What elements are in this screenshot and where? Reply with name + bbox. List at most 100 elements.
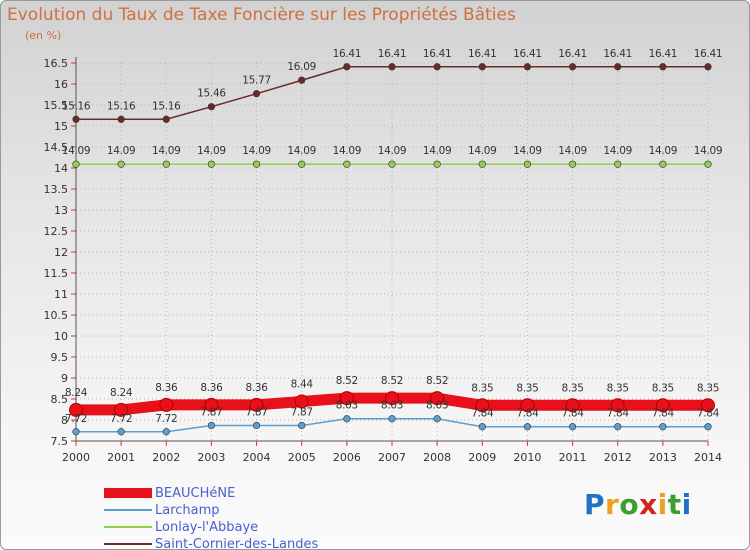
data-point: [433, 160, 441, 168]
data-point: [430, 391, 445, 406]
data-label: 7.87: [245, 406, 267, 418]
data-point: [72, 115, 80, 123]
x-tick-label: 2010: [513, 451, 541, 464]
data-label: 14.09: [378, 145, 407, 157]
proxiti-logo: Proxiti: [584, 488, 692, 521]
data-label: 8.36: [155, 382, 178, 394]
data-point: [523, 160, 532, 168]
data-point: [298, 160, 306, 168]
data-label: 15.46: [197, 88, 226, 100]
data-point: [704, 63, 712, 71]
legend-item-larchamp: Larchamp: [104, 502, 384, 519]
data-label: 8.24: [110, 387, 133, 399]
data-label: 7.72: [110, 413, 132, 425]
data-point: [114, 402, 129, 417]
data-point: [523, 423, 532, 431]
data-label: 8.35: [652, 382, 674, 394]
x-tick-label: 2014: [694, 451, 722, 464]
data-point: [204, 397, 219, 412]
data-point: [520, 398, 535, 413]
data-point: [610, 398, 625, 413]
y-tick-label: 8.5: [51, 393, 69, 406]
legend-swatch-larchamp: [104, 509, 152, 511]
data-label: 7.72: [155, 413, 177, 425]
data-point: [207, 421, 216, 430]
y-tick-label: 14: [54, 162, 68, 175]
y-tick-label: 10: [54, 330, 68, 343]
data-label: 8.35: [561, 382, 583, 394]
x-tick-label: 2011: [559, 451, 587, 464]
data-point: [478, 423, 486, 431]
data-label: 15.16: [107, 100, 136, 112]
data-point: [433, 63, 441, 71]
y-tick-label: 15: [54, 120, 68, 133]
data-point: [385, 391, 399, 406]
data-label: 14.09: [197, 145, 226, 157]
legend-swatch-lonlay: [104, 526, 152, 528]
data-label: 16.41: [378, 48, 407, 60]
data-point: [69, 402, 83, 417]
x-tick-label: 2006: [333, 451, 361, 464]
data-label: 15.16: [62, 100, 91, 112]
data-label: 7.84: [561, 408, 584, 420]
data-label: 7.84: [652, 408, 675, 420]
data-point: [343, 160, 351, 168]
y-tick-label: 12: [54, 246, 68, 259]
data-point: [388, 415, 396, 423]
x-tick-label: 2012: [604, 451, 632, 464]
data-point: [343, 63, 351, 71]
data-point: [343, 415, 351, 423]
legend-label-saint-cornier: Saint-Cornier-des-Landes: [155, 537, 319, 550]
y-tick-label: 14.5: [44, 141, 69, 154]
data-label: 14.09: [152, 145, 181, 157]
data-label: 7.84: [607, 408, 630, 420]
data-label: 14.09: [62, 145, 91, 157]
x-tick-label: 2000: [62, 451, 90, 464]
data-point: [433, 415, 441, 423]
data-label: 8.36: [245, 382, 268, 394]
y-tick-label: 11: [54, 288, 68, 301]
data-point: [523, 63, 532, 71]
data-point: [704, 423, 712, 431]
x-tick-label: 2009: [468, 451, 496, 464]
data-point: [614, 423, 622, 431]
data-point: [72, 160, 80, 168]
data-label: 14.09: [107, 145, 136, 157]
data-label: 7.72: [65, 413, 87, 425]
y-tick-label: 9.5: [51, 351, 69, 364]
legend-label-beauchene: BEAUCHéNE: [155, 486, 236, 501]
data-label: 16.41: [694, 48, 723, 60]
data-point: [475, 398, 490, 413]
data-point: [568, 160, 577, 168]
legend-label-lonlay: Lonlay-l'Abbaye: [155, 520, 259, 535]
data-point: [298, 421, 306, 430]
y-tick-label: 16: [54, 78, 68, 91]
data-label: 16.09: [287, 61, 316, 73]
data-point: [568, 63, 577, 71]
y-tick-label: 7.5: [51, 435, 69, 448]
data-label: 8.36: [200, 382, 223, 394]
legend-item-lonlay: Lonlay-l'Abbaye: [104, 519, 384, 536]
data-label: 7.84: [471, 408, 494, 420]
data-point: [117, 428, 125, 436]
data-label: 16.41: [513, 48, 542, 60]
legend-item-saint-cornier: Saint-Cornier-des-Landes: [104, 536, 384, 550]
data-label: 8.44: [291, 379, 314, 391]
data-point: [388, 160, 396, 168]
data-point: [659, 63, 667, 71]
data-point: [207, 103, 216, 111]
x-tick-label: 2001: [107, 451, 135, 464]
data-point: [117, 160, 125, 168]
data-point: [162, 428, 170, 436]
data-label: 14.09: [333, 145, 362, 157]
data-point: [298, 76, 306, 84]
data-point: [388, 63, 396, 71]
data-label: 14.09: [242, 145, 271, 157]
data-label: 14.09: [558, 145, 587, 157]
data-label: 14.09: [649, 145, 678, 157]
data-label: 8.52: [426, 375, 448, 387]
data-point: [162, 115, 170, 123]
data-point: [655, 398, 670, 413]
legend-swatch-beauchene: [104, 488, 152, 498]
